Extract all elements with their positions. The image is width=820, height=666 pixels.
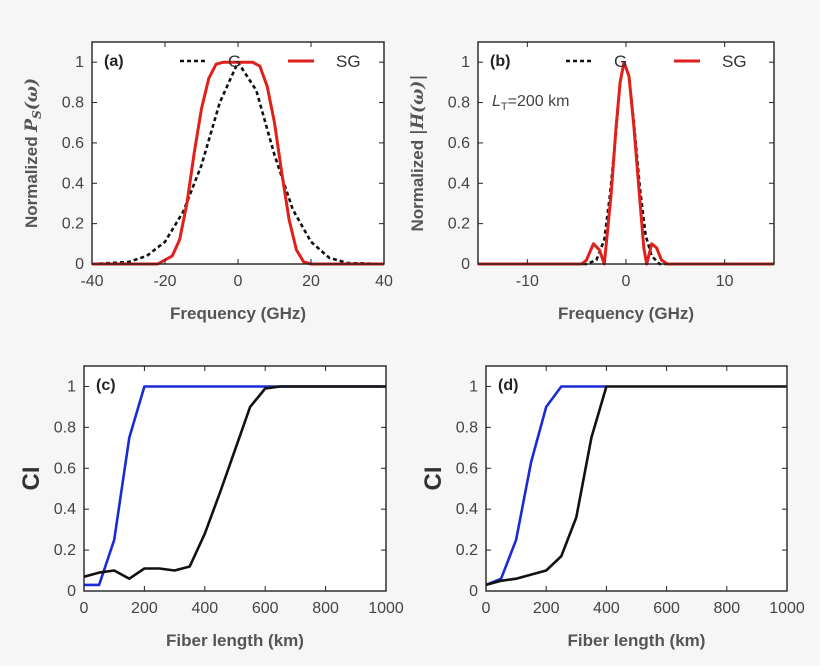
y-tick-label: 1 (469, 378, 478, 395)
x-tick-label: -20 (153, 273, 176, 290)
plot-area (92, 42, 384, 264)
x-tick-label: 0 (234, 273, 243, 290)
y-tick-label: 0.2 (456, 542, 478, 559)
y-tick-label: 1 (67, 378, 76, 395)
x-tick-label: 800 (312, 600, 339, 617)
x-tick-label: 600 (252, 600, 279, 617)
y-tick-label: 0.2 (448, 216, 470, 233)
x-tick-label: 0 (80, 600, 89, 617)
series-line-s0 (485, 385, 607, 587)
panel-c: 0 200 400 600 800 1000 0 0.2 0.4 0.6 0.8 1 Fiber len… (18, 365, 404, 650)
y-tick-label: 0.8 (54, 419, 76, 436)
plot-area (478, 42, 774, 264)
panel-b: -10 0 10 0 0.2 0.4 0.6 0.8 1 Frequency (GHz) Norma… (408, 41, 775, 323)
x-tick-label: 200 (533, 600, 560, 617)
y-tick-label: 0.4 (62, 175, 84, 192)
y-tick-label: 0.6 (62, 135, 84, 152)
x-tick-label: 400 (191, 600, 218, 617)
x-tick-label: 10 (716, 273, 734, 290)
length-annotation: LT=200 km (492, 93, 569, 113)
y-tick-label: 0.8 (456, 419, 478, 436)
x-axis-label: Fiber length (km) (568, 631, 706, 650)
axes-frame (83, 365, 387, 592)
y-tick-label: 1 (75, 54, 84, 71)
y-tick-label: 0.4 (54, 501, 76, 518)
x-axis-label: Frequency (GHz) (558, 304, 694, 323)
x-tick-label: 20 (302, 273, 320, 290)
x-tick-label: -10 (516, 273, 539, 290)
x-axis-label: Frequency (GHz) (170, 304, 306, 323)
panel-label: (b) (490, 53, 510, 70)
y-tick-label: 0.6 (448, 135, 470, 152)
panel-d: 0 200 400 600 800 1000 0 0.2 0.4 0.6 0.8 1 Fiber len… (420, 365, 805, 650)
x-tick-label: 1000 (368, 600, 404, 617)
legend: G SG (566, 52, 747, 71)
y-axis-label: CI (18, 467, 45, 491)
axes-frame (485, 365, 788, 592)
x-tick-label: -40 (80, 273, 103, 290)
y-tick-label: 0.4 (448, 175, 470, 192)
y-tick-label: 0.6 (54, 460, 76, 477)
y-tick-label: 0 (469, 583, 478, 600)
x-tick-label: 1000 (769, 600, 805, 617)
y-tick-label: 0 (461, 256, 470, 273)
y-tick-label: 0 (67, 583, 76, 600)
y-tick-label: 0.2 (54, 542, 76, 559)
panel-label: (d) (498, 377, 518, 394)
series-line-s1 (485, 385, 787, 587)
series-line-sg (478, 60, 774, 266)
y-tick-label: 0.8 (448, 95, 470, 112)
legend-label-g: G (228, 52, 241, 71)
plot-area (486, 366, 787, 591)
x-tick-label: 0 (622, 273, 631, 290)
x-tick-label: 600 (653, 600, 680, 617)
x-tick-label: 800 (713, 600, 740, 617)
y-axis-label: CI (420, 467, 447, 491)
y-tick-label: 0.8 (62, 95, 84, 112)
y-tick-label: 1 (461, 54, 470, 71)
y-axis-label: Normalized PS(ω) (22, 78, 44, 228)
legend: G SG (180, 52, 361, 71)
series-line-s0 (84, 385, 386, 587)
x-tick-label: 0 (482, 600, 491, 617)
y-axis-label: Normalized |H(ω)| (408, 74, 428, 231)
y-tick-label: 0.6 (456, 460, 478, 477)
legend-label-g: G (614, 52, 627, 71)
legend-label-sg: SG (722, 52, 747, 71)
y-tick-label: 0.4 (456, 501, 478, 518)
y-tick-label: 0 (75, 256, 84, 273)
panel-label: (a) (104, 53, 124, 70)
plot-area (84, 366, 386, 591)
panel-label: (c) (96, 377, 116, 394)
series-line-s1 (83, 385, 386, 580)
legend-label-sg: SG (336, 52, 361, 71)
series-line-sg (92, 60, 384, 266)
x-tick-label: 40 (375, 273, 393, 290)
y-tick-label: 0.2 (62, 216, 84, 233)
panel-a: -40 -20 0 20 40 0 0.2 0.4 0.6 0.8 1 Frequency (GHz)… (22, 41, 393, 323)
x-axis-label: Fiber length (km) (166, 631, 304, 650)
x-tick-label: 200 (131, 600, 158, 617)
x-tick-label: 400 (593, 600, 620, 617)
